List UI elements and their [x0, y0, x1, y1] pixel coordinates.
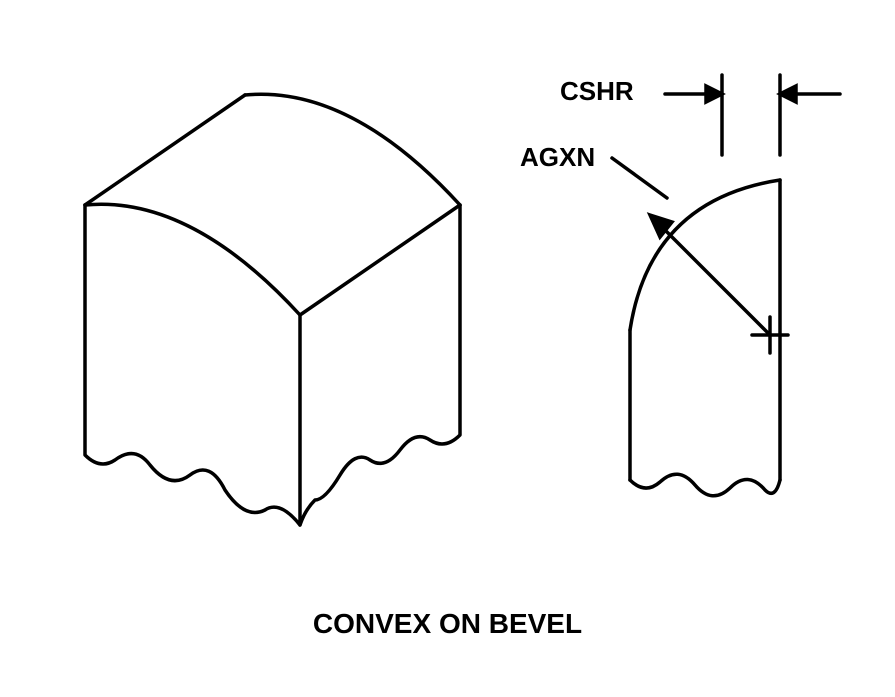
isometric-block [85, 94, 460, 525]
agxn-label: AGXN [520, 142, 595, 173]
diagram-container: CSHR AGXN CONVEX ON BEVEL [0, 0, 895, 697]
diagram-title: CONVEX ON BEVEL [313, 608, 582, 640]
cshr-label: CSHR [560, 76, 634, 107]
cshr-dimension [665, 75, 840, 155]
technical-drawing-svg [0, 0, 895, 697]
profile-view [630, 180, 780, 496]
radius-indicator [650, 215, 788, 353]
agxn-leader [612, 158, 667, 198]
